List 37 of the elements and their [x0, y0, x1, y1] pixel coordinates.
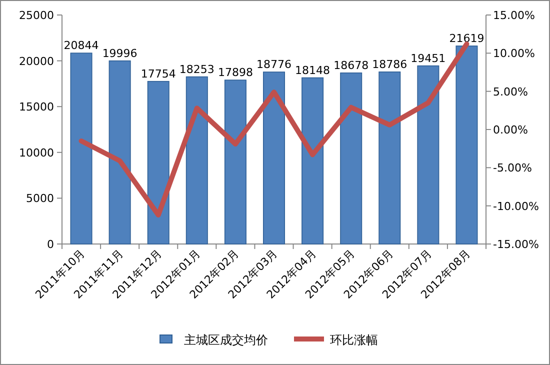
y-tick-label: 15000: [19, 100, 54, 114]
data-label: 19996: [102, 46, 138, 60]
data-label: 17898: [218, 66, 253, 80]
bar: [70, 52, 92, 244]
y2-tick-label: -15.00%: [493, 238, 539, 251]
y-tick-label: 5000: [26, 192, 54, 206]
data-label: 20844: [64, 39, 99, 52]
bar: [378, 72, 401, 244]
y2-tick-label: -5.00%: [493, 162, 532, 175]
data-label: 18253: [179, 62, 214, 76]
y-tick-label: 10000: [19, 146, 54, 160]
y2-tick-label: 5.00%: [493, 85, 528, 98]
bar: [263, 72, 285, 244]
data-label: 18776: [256, 58, 292, 72]
bar: [186, 76, 208, 244]
data-label: 19451: [410, 52, 446, 65]
data-label: 18786: [372, 58, 408, 71]
data-label: 17754: [140, 67, 176, 80]
y-tick-label: 0: [47, 238, 54, 251]
data-label: 18148: [295, 64, 330, 77]
bar: [147, 80, 170, 244]
legend-label: 环比涨幅: [330, 333, 378, 347]
y-tick-label: 25000: [19, 9, 54, 22]
bar: [417, 65, 440, 244]
data-label: 18678: [334, 58, 369, 72]
bar: [108, 60, 131, 244]
y2-tick-label: 0.00%: [493, 124, 528, 136]
legend-label: 主城区成交均价: [184, 333, 268, 347]
bar: [456, 46, 478, 244]
bar: [302, 77, 324, 244]
y-tick-label: 20000: [19, 54, 54, 68]
bar: [224, 80, 246, 244]
bar: [340, 72, 362, 244]
y2-tick-label: 15.00%: [493, 9, 535, 22]
data-label: 21619: [449, 32, 484, 45]
y2-tick-label: -10.00%: [493, 200, 539, 213]
y2-tick-label: 10.00%: [493, 47, 535, 60]
